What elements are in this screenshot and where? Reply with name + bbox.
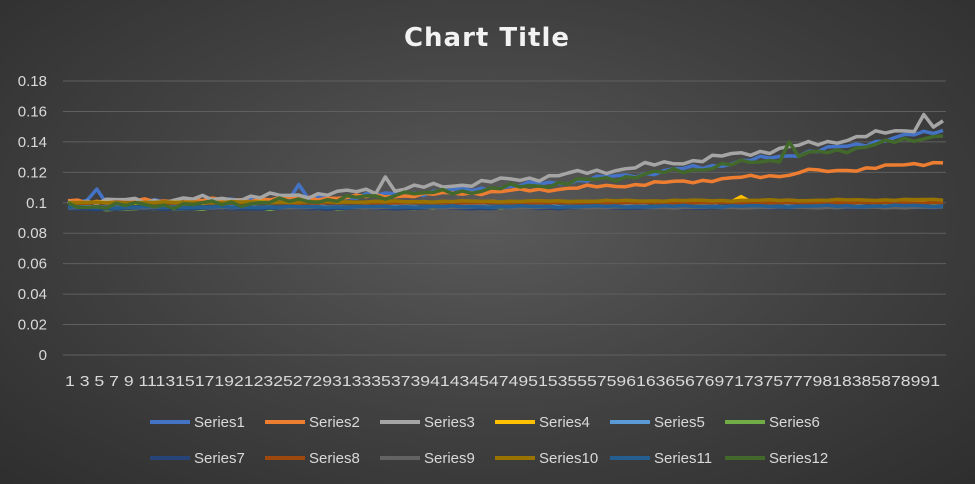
series-line-series11 <box>67 203 944 210</box>
y-tick-label: 0.1 <box>26 195 47 212</box>
y-tick-label: 0.08 <box>18 225 47 242</box>
y-tick-label: 0.02 <box>18 317 47 334</box>
series-line-series3 <box>67 112 944 206</box>
legend-label: Series8 <box>309 450 360 467</box>
y-tick-label: 0.18 <box>18 73 47 90</box>
legend-label: Series6 <box>769 414 820 431</box>
y-axis: 0 0.02 0.04 0.06 0.08 0.1 0.12 0.14 0.16 0.18 <box>18 73 47 364</box>
legend-label: Series7 <box>194 450 245 467</box>
plot-area <box>67 112 944 212</box>
legend-label: Series9 <box>424 450 475 467</box>
y-tick-label: 0.12 <box>18 164 47 181</box>
y-tick-label: 0 <box>39 347 47 364</box>
y-tick-label: 0.06 <box>18 256 47 273</box>
chart-title: Chart Title <box>404 23 570 53</box>
legend-label: Series10 <box>539 450 598 467</box>
legend-label: Series4 <box>539 414 590 431</box>
legend-label: Series11 <box>654 450 712 467</box>
legend-label: Series5 <box>654 414 705 431</box>
y-tick-label: 0.14 <box>18 134 47 151</box>
gridlines <box>63 80 946 356</box>
legend-label: Series12 <box>769 450 828 467</box>
y-tick-label: 0.16 <box>18 103 47 120</box>
legend-label: Series2 <box>309 414 360 431</box>
legend: Series1 Series2 Series3 Series4 Series5 Serie… <box>150 414 828 467</box>
legend-label: Series1 <box>194 414 245 431</box>
legend-label: Series3 <box>424 414 475 431</box>
y-tick-label: 0.04 <box>18 286 47 303</box>
x-axis-tick-labels: 1 3 5 7 9 111315171921232527293133353739… <box>65 373 940 390</box>
series-line-series12 <box>67 134 944 211</box>
